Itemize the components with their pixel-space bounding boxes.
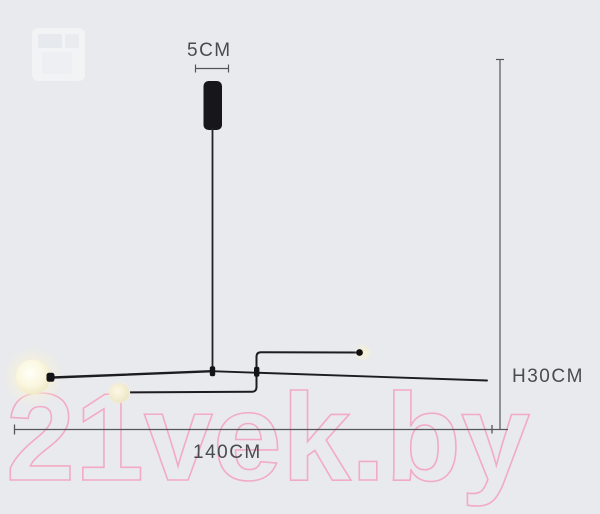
- lamp-counter-arm: [129, 343, 372, 394]
- total-width-label: 140CM: [193, 442, 262, 463]
- store-logo-icon: [32, 28, 85, 81]
- lamp-globe-large: [15, 359, 55, 395]
- beam-joint: [209, 366, 216, 377]
- arm-end-light: [356, 349, 363, 356]
- total-width-dimension-line: [13, 424, 493, 435]
- logo-tile: [65, 34, 79, 48]
- lamp-globe-small: [106, 380, 132, 406]
- logo-tile: [42, 52, 72, 74]
- canopy-width-dimension-line: [194, 64, 230, 73]
- height-dimension-line: [493, 58, 508, 431]
- lamp-beam: [51, 370, 488, 382]
- watermark-text: 21vek.by: [5, 369, 531, 507]
- lamp-canopy: [203, 81, 222, 130]
- logo-tile: [38, 34, 62, 48]
- beam-joint: [254, 366, 260, 377]
- canopy-width-label: 5CM: [187, 40, 232, 61]
- height-label: H30CM: [512, 366, 584, 387]
- arm-end-light-glow: [354, 343, 372, 362]
